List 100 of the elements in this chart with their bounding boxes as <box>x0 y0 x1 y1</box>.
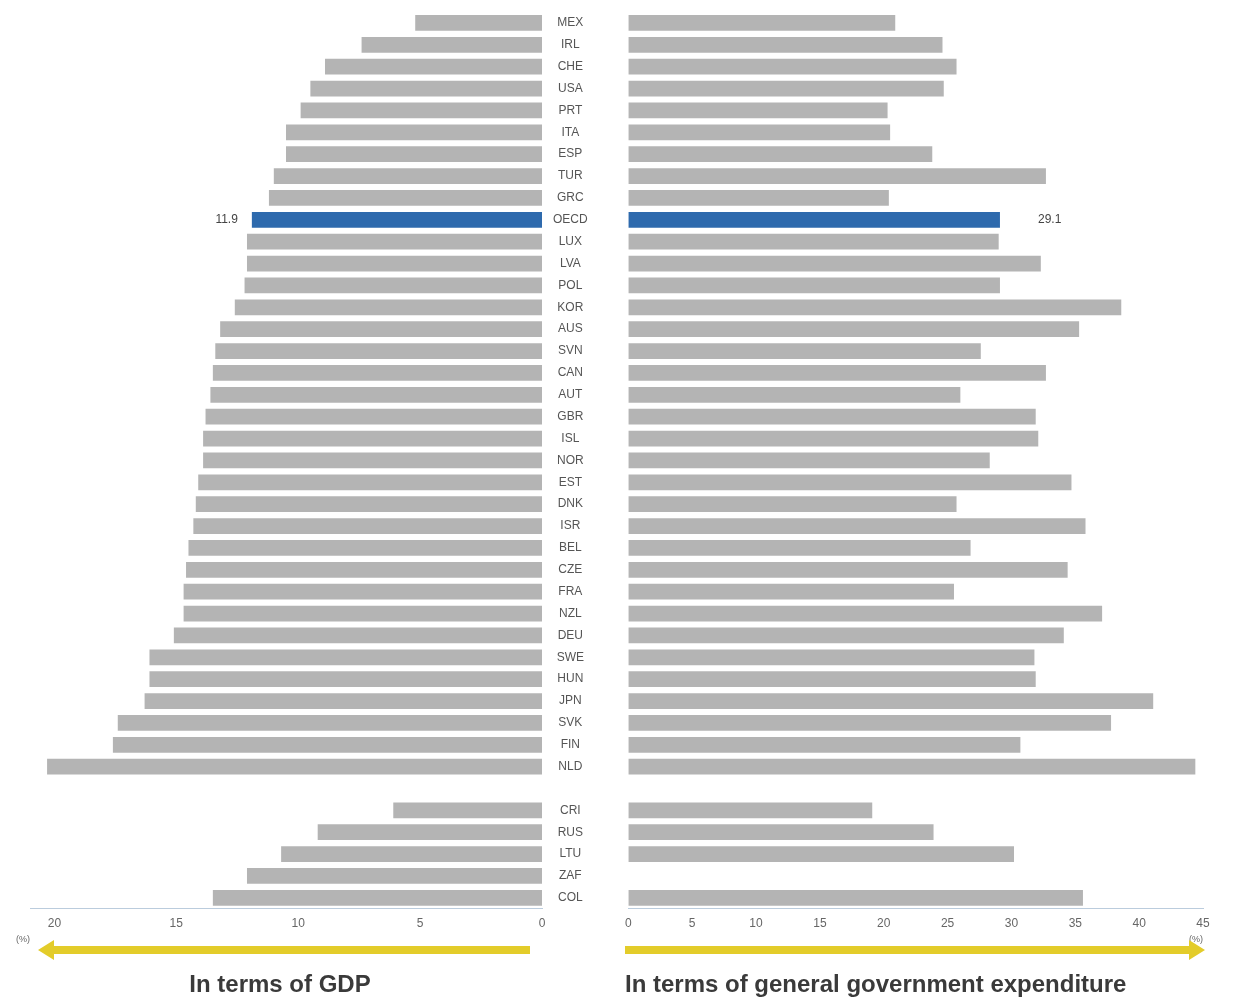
x-tick-label: 20 <box>47 916 62 931</box>
bar <box>215 343 542 359</box>
bar <box>628 430 1039 447</box>
x-tick-label: 35 <box>1068 916 1083 931</box>
y-tick-label: GRC <box>557 190 584 205</box>
bar <box>628 561 1068 578</box>
bar <box>628 168 1046 184</box>
x-tick-label: 30 <box>1004 916 1019 931</box>
bar <box>628 190 889 206</box>
bar <box>628 211 1000 228</box>
bar <box>628 671 1036 688</box>
y-tick-label: LTU <box>559 846 582 861</box>
bar <box>183 605 542 622</box>
bar <box>203 452 542 469</box>
bar <box>325 58 542 75</box>
y-tick-label: EST <box>558 474 583 489</box>
bar <box>144 693 542 709</box>
y-tick-label: FIN <box>560 737 581 752</box>
text: In terms of GDP <box>188 970 372 998</box>
bar <box>628 343 981 359</box>
bar <box>212 889 542 906</box>
bar <box>246 255 542 272</box>
y-tick-label: LUX <box>558 233 583 248</box>
y-tick-label: AUT <box>558 387 583 402</box>
bar <box>183 583 542 600</box>
bar <box>246 868 542 884</box>
bar <box>628 58 957 75</box>
bar <box>220 321 542 338</box>
y-tick-label: SWE <box>556 649 585 664</box>
bar <box>210 386 542 403</box>
bar <box>628 474 1072 491</box>
bar <box>628 824 934 841</box>
bar <box>193 518 542 534</box>
bar <box>149 671 542 688</box>
text: In terms of general government expenditure <box>625 970 1128 998</box>
y-tick-label: TUR <box>558 168 583 183</box>
y-tick-label: ESP <box>558 146 583 161</box>
data-label: 11.9 <box>215 212 239 227</box>
x-tick-label: 25 <box>940 916 955 931</box>
bar <box>628 452 990 469</box>
bar <box>628 736 1021 753</box>
y-tick-label: DNK <box>557 496 584 511</box>
y-tick-label: FRA <box>558 583 583 598</box>
x-tick-label: 5 <box>688 916 696 931</box>
y-tick-label: SVK <box>558 715 583 730</box>
x-tick-label: 15 <box>813 916 827 931</box>
bar <box>310 80 542 97</box>
y-tick-label: MEX <box>557 15 584 30</box>
x-tick-label: 45 <box>1196 916 1210 931</box>
bar <box>628 124 891 141</box>
x-tick-label: 20 <box>877 916 891 931</box>
bar <box>195 496 542 513</box>
y-tick-label: AUS <box>557 321 583 336</box>
bar <box>186 561 542 578</box>
y-tick-label: JPN <box>559 693 582 708</box>
bar <box>212 365 542 381</box>
bar <box>281 846 542 862</box>
bar <box>628 365 1046 381</box>
bar <box>628 715 1112 731</box>
bar <box>628 80 944 97</box>
y-tick-label: NZL <box>559 605 582 620</box>
bar <box>47 758 542 775</box>
bar <box>393 802 542 819</box>
bar <box>628 518 1086 534</box>
bar <box>268 190 542 206</box>
y-tick-label: PRT <box>558 102 583 117</box>
bar <box>246 233 542 250</box>
bar <box>286 124 542 141</box>
bar <box>317 824 542 841</box>
y-tick-label: USA <box>557 80 583 95</box>
bar <box>628 693 1154 709</box>
bar <box>628 627 1064 644</box>
bar <box>112 736 542 753</box>
x-tick-label: 0 <box>538 916 546 931</box>
bar <box>628 583 954 600</box>
y-tick-label: OECD <box>553 212 588 227</box>
bar <box>628 846 1014 862</box>
y-tick-label: LVA <box>559 255 581 270</box>
x-tick-label: 15 <box>169 916 184 931</box>
bar <box>628 36 943 53</box>
y-tick-label: HUN <box>557 671 584 686</box>
bar <box>415 15 542 31</box>
bar <box>251 211 542 228</box>
bar <box>628 233 999 250</box>
y-tick-label: IRL <box>560 37 580 52</box>
bar <box>117 715 542 731</box>
bar <box>628 386 961 403</box>
y-tick-label: ISL <box>561 430 580 445</box>
y-tick-label: DEU <box>557 627 584 642</box>
y-tick-label: GBR <box>557 408 584 423</box>
bar <box>628 540 971 556</box>
bar <box>361 36 542 53</box>
bar <box>273 168 542 184</box>
x-tick-label: 5 <box>416 916 424 931</box>
bar <box>628 889 1083 906</box>
bar <box>286 146 542 163</box>
y-tick-label: CAN <box>557 365 584 380</box>
y-tick-label: SVN <box>557 343 583 358</box>
data-label: 29.1 <box>1037 212 1062 227</box>
y-tick-label: CHE <box>557 59 584 73</box>
